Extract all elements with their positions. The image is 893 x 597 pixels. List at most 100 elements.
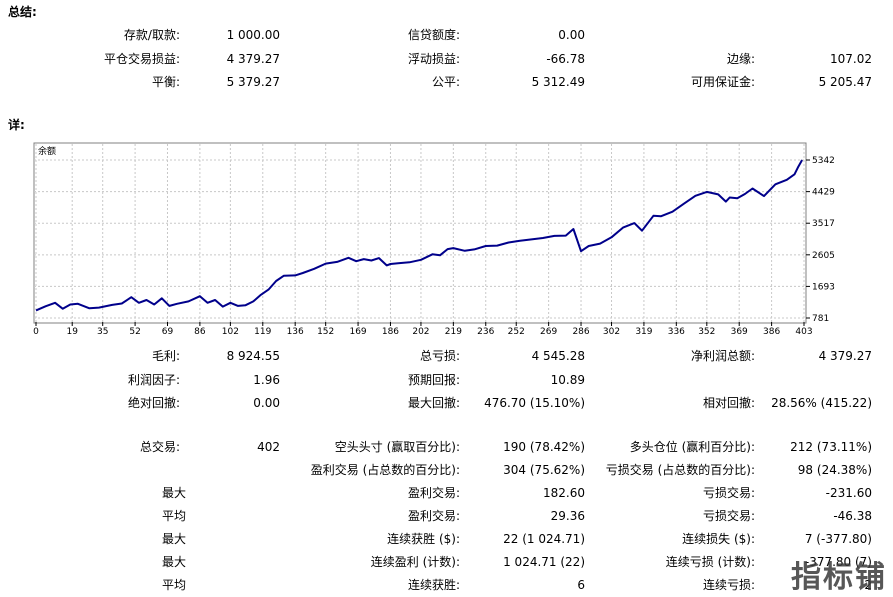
x-tick-label: 102 [222, 327, 239, 337]
gross-loss-value: 4 545.28 [531, 349, 585, 363]
gross-profit-value: 8 924.55 [226, 349, 280, 363]
x-tick-label: 286 [572, 327, 589, 337]
largest-loss-trade-value: -231.60 [825, 486, 872, 500]
relative-drawdown-label: 相对回撤: [702, 396, 755, 410]
x-tick-label: 369 [731, 327, 748, 337]
margin-value: 107.02 [830, 52, 872, 66]
x-tick-label: 136 [287, 327, 304, 337]
equity-value: 5 312.49 [531, 75, 585, 89]
y-tick-label: 3517 [812, 219, 835, 229]
free-margin-value: 5 205.47 [818, 75, 872, 89]
average-consecutive-losses-label: 连续亏损: [702, 578, 755, 592]
x-tick-label: 152 [317, 327, 334, 337]
loss-trades-value: 98 (24.38%) [797, 463, 872, 477]
chart-grid [34, 144, 806, 322]
largest-loss-trade-label: 亏损交易: [702, 486, 755, 500]
x-tick-label: 352 [698, 327, 715, 337]
watermark-logo: 指标铺 [791, 560, 887, 595]
details-section-label: 详: [8, 118, 25, 132]
x-tick-label: 403 [795, 327, 812, 337]
largest-profit-trade-value: 182.60 [543, 486, 585, 500]
average-profit-trade-label: 盈利交易: [407, 509, 460, 523]
margin-label: 边缘: [726, 52, 755, 66]
gross-loss-label: 总亏损: [419, 349, 460, 363]
x-tick-label: 186 [382, 327, 399, 337]
average-profit-trade-value: 29.36 [550, 509, 585, 523]
average-consecutive-wins-label: 连续获胜: [407, 578, 460, 592]
average-consecutive-label: 平均 [161, 578, 186, 592]
balance-value: 5 379.27 [226, 75, 280, 89]
chart-axis-ticks: 0 19 35 52 69 86 102 119 136 152 169 186 202 219 236 25… [33, 156, 835, 337]
closed-pnl-label: 平仓交易损益: [103, 52, 180, 66]
max-consecutive-losses-label: 连续损失 ($): [682, 532, 755, 546]
x-tick-label: 336 [668, 327, 685, 337]
gross-profit-label: 毛利: [151, 349, 180, 363]
max-consecutive-profit-label: 连续盈利 (计数): [370, 555, 460, 569]
x-tick-label: 319 [635, 327, 652, 337]
x-tick-label: 119 [254, 327, 271, 337]
chart-plot-area [33, 142, 807, 324]
x-tick-label: 52 [129, 327, 140, 337]
short-positions-label: 空头头寸 (赢取百分比): [334, 440, 460, 454]
floating-pnl-label: 浮动损益: [407, 52, 460, 66]
net-profit-value: 4 379.27 [818, 349, 872, 363]
x-tick-label: 86 [194, 327, 206, 337]
closed-pnl-value: 4 379.27 [226, 52, 280, 66]
y-tick-label: 4429 [812, 188, 835, 198]
summary-section-label: 总结: [8, 5, 37, 19]
x-tick-label: 35 [97, 327, 108, 337]
equity-label: 公平: [431, 75, 460, 89]
max-consecutive-losses-value: 7 (-377.80) [804, 532, 872, 546]
y-tick-label: 5342 [812, 156, 835, 166]
max-consecutive-loss-label: 连续亏损 (计数): [665, 555, 755, 569]
profit-trades-value: 304 (75.62%) [503, 463, 585, 477]
y-tick-label: 2605 [812, 251, 835, 261]
x-tick-label: 236 [477, 327, 494, 337]
chart-series-group [35, 159, 803, 312]
relative-drawdown-value: 28.56% (415.22) [771, 396, 872, 410]
y-tick-label: 781 [812, 314, 829, 324]
short-positions-value: 190 (78.42%) [503, 440, 585, 454]
long-positions-label: 多头仓位 (赢利百分比): [629, 440, 755, 454]
x-tick-label: 0 [33, 327, 39, 337]
total-trades-label: 总交易: [139, 440, 180, 454]
absolute-drawdown-label: 绝对回撤: [127, 396, 180, 410]
x-tick-label: 169 [349, 327, 366, 337]
maximal-drawdown-label: 最大回撤: [407, 396, 460, 410]
profit-factor-label: 利润因子: [127, 373, 180, 387]
net-profit-label: 净利润总额: [690, 349, 755, 363]
max-consecutive-wins-label: 连续获胜 ($): [387, 532, 460, 546]
maximal-label: 最大 [161, 555, 186, 569]
x-tick-label: 69 [162, 327, 174, 337]
x-tick-label: 19 [66, 327, 78, 337]
average-label: 平均 [161, 509, 186, 523]
x-tick-label: 202 [412, 327, 429, 337]
floating-pnl-value: -66.78 [546, 52, 585, 66]
absolute-drawdown-value: 0.00 [253, 396, 280, 410]
average-loss-trade-label: 亏损交易: [702, 509, 755, 523]
x-tick-label: 269 [540, 327, 557, 337]
average-loss-trade-value: -46.38 [833, 509, 872, 523]
balance-chart: 余额 0 19 35 52 69 86 102 119 136 152 169 186 202 219 23… [33, 142, 835, 337]
x-tick-label: 219 [445, 327, 462, 337]
loss-trades-label: 亏损交易 (占总数的百分比): [605, 463, 755, 477]
free-margin-label: 可用保证金: [690, 75, 755, 89]
average-consecutive-losses-value: 2 [864, 578, 872, 592]
credit-value: 0.00 [558, 28, 585, 42]
y-tick-label: 1693 [812, 282, 835, 292]
largest-profit-trade-label: 盈利交易: [407, 486, 460, 500]
deposit-withdrawal-label: 存款/取款: [123, 28, 180, 42]
x-tick-label: 252 [508, 327, 525, 337]
x-tick-label: 302 [603, 327, 620, 337]
balance-label: 平衡: [151, 75, 180, 89]
max-consecutive-wins-value: 22 (1 024.71) [503, 532, 585, 546]
balance-series-line [35, 159, 803, 312]
max-consecutive-loss-value: -377.80 (7) [804, 555, 872, 569]
credit-label: 信贷额度: [407, 28, 460, 42]
maximum-label: 最大 [161, 532, 186, 546]
total-trades-value: 402 [257, 440, 280, 454]
expected-payoff-label: 预期回报: [407, 373, 460, 387]
profit-trades-label: 盈利交易 (占总数的百分比): [310, 463, 460, 477]
average-consecutive-wins-value: 6 [577, 578, 585, 592]
x-tick-label: 386 [763, 327, 780, 337]
